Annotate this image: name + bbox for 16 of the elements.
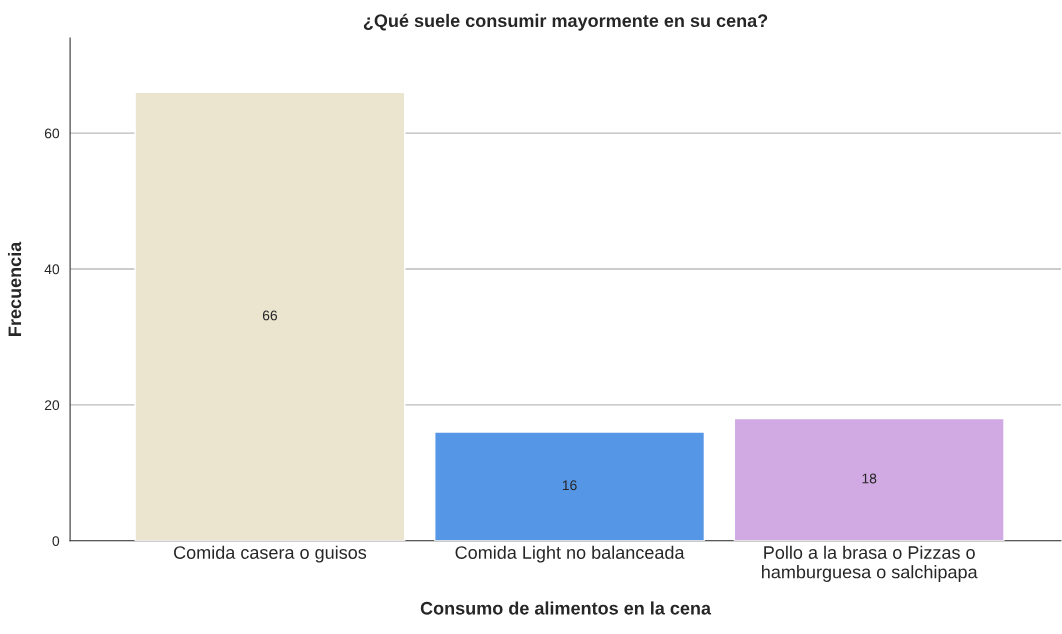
- bar: [733, 417, 1005, 541]
- y-tick-label: 60: [44, 128, 60, 139]
- x-tick-label: Comida Light no balanceada: [455, 545, 685, 563]
- data-label: 18: [862, 473, 877, 484]
- y-tick-label: 20: [44, 400, 60, 411]
- y-axis-title: Frecuencia: [7, 241, 22, 336]
- y-tick-label: 0: [52, 536, 60, 546]
- y-tick-label: 40: [44, 264, 60, 275]
- data-label: 66: [262, 310, 278, 321]
- data-label: 16: [562, 480, 577, 491]
- x-tick-label: Comida casera o guisos: [174, 545, 367, 563]
- chart-title: ¿Qué suele consumir mayormente en su cena?: [363, 13, 768, 31]
- bar: [434, 431, 706, 541]
- x-axis-title: Consumo de alimentos en la cena: [420, 601, 712, 615]
- x-tick-label: Pollo a la brasa o Pizzas o hamburguesa o salchipapa: [762, 545, 978, 582]
- bar: [134, 91, 406, 541]
